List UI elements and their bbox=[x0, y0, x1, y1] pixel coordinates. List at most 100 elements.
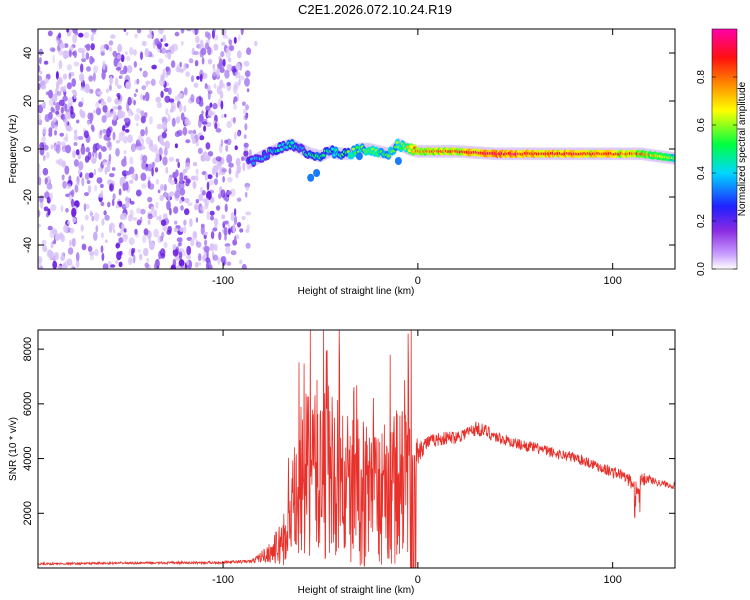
noise-speckle bbox=[192, 180, 197, 189]
noise-speckle bbox=[136, 207, 142, 214]
noise-speckle bbox=[52, 54, 55, 64]
noise-speckle bbox=[209, 243, 215, 252]
noise-speckle bbox=[128, 237, 135, 246]
noise-speckle bbox=[61, 141, 66, 147]
noise-speckle bbox=[81, 235, 84, 240]
noise-speckle bbox=[218, 170, 221, 176]
noise-speckle bbox=[127, 96, 132, 106]
noise-speckle bbox=[122, 182, 127, 192]
noise-speckle bbox=[127, 256, 133, 266]
noise-speckle bbox=[216, 161, 222, 170]
noise-speckle bbox=[106, 137, 111, 141]
noise-speckle bbox=[224, 69, 230, 79]
noise-speckle bbox=[39, 201, 44, 209]
noise-speckle bbox=[243, 142, 249, 148]
noise-speckle bbox=[101, 115, 107, 123]
noise-speckle bbox=[91, 215, 95, 222]
noise-speckle bbox=[226, 47, 229, 53]
noise-speckle bbox=[204, 42, 210, 50]
noise-speckle bbox=[243, 60, 250, 67]
y-tick-label: 4000 bbox=[22, 446, 34, 470]
noise-speckle bbox=[166, 200, 171, 211]
noise-speckle bbox=[209, 210, 215, 216]
noise-speckle bbox=[201, 57, 205, 65]
noise-speckle bbox=[109, 75, 113, 85]
noise-speckle bbox=[69, 45, 74, 51]
noise-speckle bbox=[96, 144, 103, 149]
signal-core bbox=[672, 156, 675, 160]
noise-speckle bbox=[226, 82, 231, 87]
noise-speckle bbox=[122, 234, 128, 239]
signal-core bbox=[395, 140, 400, 145]
noise-speckle bbox=[72, 34, 77, 44]
noise-speckle bbox=[185, 178, 192, 184]
noise-speckle bbox=[147, 176, 151, 182]
noise-speckle bbox=[55, 159, 61, 165]
noise-speckle bbox=[109, 222, 115, 230]
noise-speckle bbox=[209, 102, 213, 108]
noise-speckle bbox=[207, 151, 214, 157]
noise-speckle bbox=[66, 258, 73, 266]
noise-speckle bbox=[83, 203, 87, 212]
signal-core bbox=[353, 151, 358, 155]
noise-speckle bbox=[234, 71, 241, 79]
noise-speckle bbox=[166, 66, 171, 76]
noise-speckle bbox=[160, 38, 163, 42]
noise-speckle bbox=[183, 219, 187, 226]
noise-speckle bbox=[108, 46, 113, 52]
noise-speckle bbox=[66, 32, 71, 37]
noise-speckle bbox=[242, 162, 246, 172]
noise-speckle bbox=[145, 163, 149, 168]
noise-speckle bbox=[193, 50, 199, 56]
noise-speckle bbox=[234, 145, 238, 151]
noise-speckle bbox=[184, 208, 190, 216]
noise-speckle bbox=[179, 174, 184, 184]
noise-speckle bbox=[70, 264, 75, 269]
noise-speckle bbox=[165, 108, 169, 116]
noise-speckle bbox=[84, 214, 89, 221]
noise-speckle bbox=[195, 96, 201, 105]
noise-speckle bbox=[184, 117, 190, 124]
noise-speckle bbox=[116, 251, 122, 261]
colorbar-ticks: 0.0 0.2 0.4 0.6 0.8 bbox=[696, 70, 737, 276]
noise-speckle bbox=[133, 79, 140, 85]
noise-speckle bbox=[115, 260, 119, 264]
noise-speckle bbox=[74, 31, 79, 36]
noise-speckle bbox=[211, 29, 215, 39]
noise-speckle bbox=[66, 126, 73, 132]
noise-speckle bbox=[172, 248, 179, 257]
noise-speckle bbox=[49, 229, 55, 239]
noise-speckle bbox=[165, 166, 169, 174]
noise-speckle bbox=[65, 132, 68, 143]
noise-speckle bbox=[134, 113, 140, 121]
noise-speckle bbox=[126, 65, 133, 74]
noise-speckle bbox=[58, 59, 63, 70]
noise-speckle bbox=[103, 210, 107, 216]
noise-speckle bbox=[73, 50, 78, 59]
noise-speckle bbox=[109, 173, 115, 178]
noise-speckle bbox=[148, 183, 155, 190]
noise-speckle bbox=[194, 203, 199, 211]
noise-speckle bbox=[175, 116, 181, 124]
noise-speckle bbox=[115, 204, 119, 209]
noise-speckle bbox=[66, 183, 72, 190]
noise-speckle bbox=[193, 82, 199, 88]
noise-speckle bbox=[63, 85, 67, 93]
noise-speckle bbox=[105, 239, 108, 243]
noise-speckle bbox=[146, 257, 150, 263]
noise-speckle bbox=[93, 168, 97, 176]
spectrogram-y-axis-label: Frequency (Hz) bbox=[8, 115, 19, 184]
noise-speckle bbox=[50, 204, 57, 212]
noise-speckle bbox=[199, 205, 205, 212]
noise-speckle bbox=[59, 43, 65, 49]
noise-speckle bbox=[246, 88, 250, 93]
y-tick-label: 40 bbox=[22, 47, 34, 59]
noise-speckle bbox=[52, 260, 58, 269]
noise-speckle bbox=[39, 195, 44, 203]
noise-speckle bbox=[88, 75, 94, 82]
noise-speckle bbox=[128, 179, 134, 184]
noise-speckle bbox=[229, 45, 235, 52]
signal-core bbox=[409, 145, 414, 149]
noise-speckle bbox=[183, 226, 187, 234]
